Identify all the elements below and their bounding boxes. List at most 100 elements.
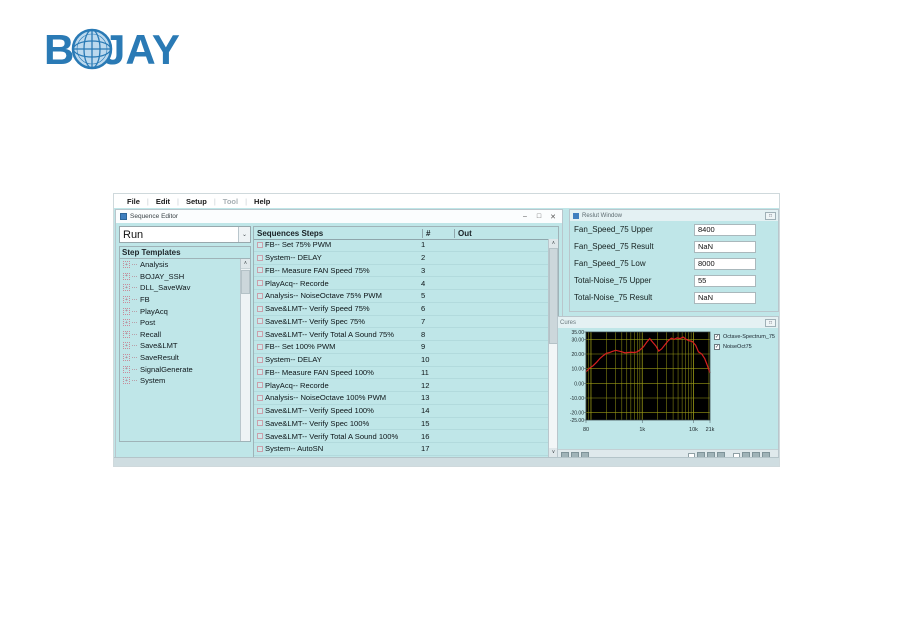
- template-item[interactable]: + Save&LMT: [120, 340, 241, 352]
- result-value-field[interactable]: 55: [694, 274, 756, 287]
- template-item[interactable]: + Recall: [120, 329, 241, 341]
- sequence-editor-titlebar[interactable]: Sequence Editor – □ ✕: [116, 210, 562, 223]
- result-value-field[interactable]: 8400: [694, 223, 756, 236]
- curves-window-titlebar[interactable]: Cures □: [558, 317, 778, 328]
- column-header-number[interactable]: #: [423, 228, 455, 238]
- table-row[interactable]: FB-- Set 75% PWM 1: [254, 239, 549, 252]
- legend-checkbox[interactable]: ✓: [714, 344, 720, 350]
- menu-item-file[interactable]: File: [127, 196, 140, 206]
- expand-icon[interactable]: +: [123, 284, 130, 292]
- steps-scrollbar[interactable]: ∧ ∨: [548, 239, 558, 457]
- column-header-name[interactable]: Sequences Steps: [254, 228, 423, 238]
- step-enable-checkbox[interactable]: [254, 343, 265, 350]
- templates-scroll-up[interactable]: ∧: [241, 259, 250, 269]
- close-button[interactable]: ✕: [550, 213, 556, 221]
- expand-icon[interactable]: +: [123, 319, 130, 327]
- mode-select[interactable]: Run ⌄: [119, 226, 251, 243]
- step-enable-checkbox[interactable]: [254, 445, 265, 452]
- table-row[interactable]: System-- AutoSN 17: [254, 443, 549, 456]
- template-item[interactable]: + Post: [120, 317, 241, 329]
- step-enable-checkbox[interactable]: [254, 267, 265, 274]
- expand-icon[interactable]: +: [123, 307, 130, 315]
- steps-scroll-down[interactable]: ∨: [549, 448, 558, 457]
- menu-item-edit[interactable]: Edit: [155, 196, 171, 206]
- minimize-button[interactable]: –: [523, 213, 527, 220]
- step-templates-tree[interactable]: + Analysis + BOJAY_SSH + DLL_SaveWav + FB + PlayA…: [120, 259, 241, 441]
- table-row[interactable]: Save&LMT-- Verify Total A Sound 100% 16: [254, 430, 549, 443]
- expand-icon[interactable]: +: [123, 272, 130, 280]
- step-enable-checkbox[interactable]: [254, 305, 265, 312]
- table-row[interactable]: System-- DELAY 2: [254, 252, 549, 265]
- template-item[interactable]: + Analysis: [120, 259, 241, 271]
- table-row[interactable]: Save&LMT-- Verify Speed 100% 14: [254, 405, 549, 418]
- template-item[interactable]: + System: [120, 375, 241, 387]
- step-enable-checkbox[interactable]: [254, 331, 265, 338]
- steps-scroll-up[interactable]: ∧: [549, 239, 558, 248]
- menu-item-help[interactable]: Help: [254, 196, 271, 206]
- menu-item-setup[interactable]: Setup: [186, 196, 207, 206]
- step-enable-checkbox[interactable]: [254, 254, 265, 261]
- table-row[interactable]: System-- DELAY 10: [254, 354, 549, 367]
- step-enable-checkbox[interactable]: [254, 433, 265, 440]
- result-value-field[interactable]: NaN: [694, 240, 756, 253]
- table-row[interactable]: Analysis-- NoiseOctave 75% PWM 5: [254, 290, 549, 303]
- result-label: Total-Noise_75 Upper: [574, 276, 652, 285]
- template-item[interactable]: + FB: [120, 294, 241, 306]
- table-row[interactable]: Save&LMT-- Verify Spec 100% 15: [254, 418, 549, 431]
- expand-icon[interactable]: +: [123, 261, 130, 269]
- step-enable-checkbox[interactable]: [254, 382, 265, 389]
- step-enable-checkbox[interactable]: [254, 394, 265, 401]
- expand-icon[interactable]: +: [123, 365, 130, 373]
- template-item[interactable]: + DLL_SaveWav: [120, 282, 241, 294]
- templates-scroll-thumb[interactable]: [241, 270, 250, 294]
- table-row[interactable]: Analysis-- NoiseOctave 100% PWM 13: [254, 392, 549, 405]
- steps-scroll-track[interactable]: [549, 248, 558, 448]
- expand-icon[interactable]: +: [123, 330, 130, 338]
- legend-item[interactable]: ✓ NoiseOct75: [714, 342, 776, 352]
- result-value-field[interactable]: 8000: [694, 257, 756, 270]
- table-row[interactable]: FB-- Measure FAN Speed 100% 11: [254, 367, 549, 380]
- template-item[interactable]: + SignalGenerate: [120, 363, 241, 375]
- result-maximize-button[interactable]: □: [765, 211, 776, 220]
- curves-window-title: Cures: [560, 319, 577, 326]
- template-item-label: Save&LMT: [140, 341, 178, 351]
- step-enable-checkbox[interactable]: [254, 420, 265, 427]
- template-item[interactable]: + BOJAY_SSH: [120, 271, 241, 283]
- legend-item[interactable]: ✓ Octave-Spectrum_75: [714, 332, 776, 342]
- step-enable-checkbox[interactable]: [254, 280, 265, 287]
- table-row[interactable]: Save&LMT-- Verify Total A Sound 75% 8: [254, 328, 549, 341]
- step-enable-checkbox[interactable]: [254, 369, 265, 376]
- template-item[interactable]: + PlayAcq: [120, 305, 241, 317]
- column-header-out[interactable]: Out: [458, 228, 472, 238]
- expand-icon[interactable]: +: [123, 377, 130, 385]
- result-window-titlebar[interactable]: Reslut Window □: [570, 210, 778, 221]
- table-row[interactable]: Save&LMT-- Verify Spec 75% 7: [254, 316, 549, 329]
- tree-connector: [132, 345, 137, 347]
- step-enable-checkbox[interactable]: [254, 318, 265, 325]
- step-enable-checkbox[interactable]: [254, 241, 265, 248]
- steps-scroll-thumb[interactable]: [549, 248, 558, 344]
- expand-icon[interactable]: +: [123, 354, 130, 362]
- step-enable-checkbox[interactable]: [254, 292, 265, 299]
- expand-icon[interactable]: +: [123, 342, 130, 350]
- table-row[interactable]: PlayAcq-- Recorde 12: [254, 379, 549, 392]
- chevron-down-icon[interactable]: ⌄: [238, 227, 250, 242]
- table-row[interactable]: FB-- Set 100% PWM 9: [254, 341, 549, 354]
- template-item[interactable]: + SaveResult: [120, 352, 241, 364]
- table-row[interactable]: PlayAcq-- Recorde 4: [254, 277, 549, 290]
- table-row[interactable]: Save&LMT-- Verify Speed 75% 6: [254, 303, 549, 316]
- templates-scrollbar[interactable]: ∧: [240, 259, 250, 441]
- step-name: Save&LMT-- Verify Speed 100%: [265, 406, 374, 416]
- bojay-logo-svg: B JAY: [44, 26, 180, 73]
- chart-legend: ✓ Octave-Spectrum_75 ✓ NoiseOct75: [714, 332, 776, 352]
- result-value-field[interactable]: NaN: [694, 291, 756, 304]
- step-name: PlayAcq-- Recorde: [265, 380, 329, 390]
- expand-icon[interactable]: +: [123, 296, 130, 304]
- maximize-button[interactable]: □: [536, 213, 542, 220]
- step-enable-checkbox[interactable]: [254, 356, 265, 363]
- table-row[interactable]: FB-- Measure FAN Speed 75% 3: [254, 265, 549, 278]
- curves-maximize-button[interactable]: □: [765, 318, 776, 327]
- step-enable-checkbox[interactable]: [254, 407, 265, 414]
- legend-checkbox[interactable]: ✓: [714, 334, 720, 340]
